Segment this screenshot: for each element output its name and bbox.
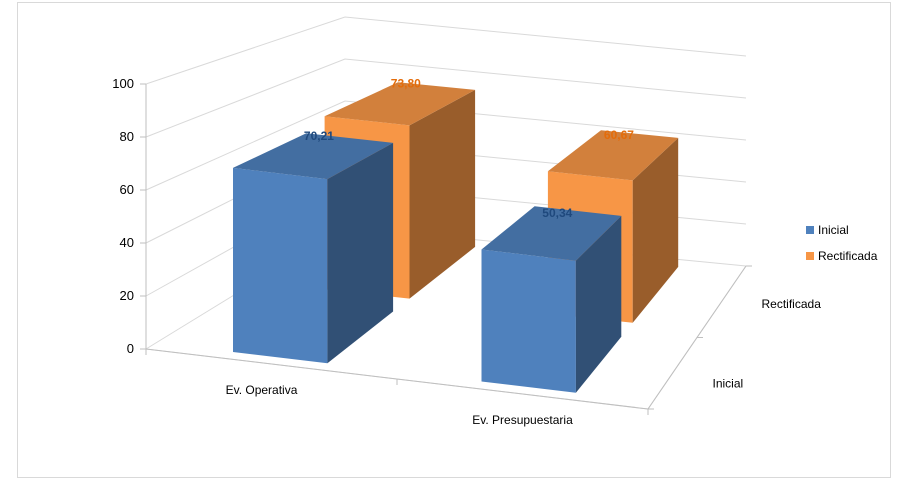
legend-swatch <box>806 252 814 260</box>
bar-side-face <box>327 142 394 364</box>
x-tick-label: Ev. Presupuestaria <box>472 413 573 427</box>
y-tick-label: 0 <box>127 341 134 356</box>
bar-inicial-2 <box>481 206 622 393</box>
depth-tick-label: Rectificada <box>762 297 822 311</box>
gridline <box>145 16 747 85</box>
legend-swatch <box>806 226 814 234</box>
data-label: 70,21 <box>304 129 334 143</box>
bar-front-face <box>481 249 576 393</box>
y-tick-label: 40 <box>120 235 134 250</box>
data-label: 73,80 <box>391 76 421 90</box>
data-label: 60,67 <box>604 128 634 142</box>
chart-plot-area: 0 20 40 60 80 100 Ev. Operativa Ev. Presupuesta… <box>112 16 878 427</box>
y-tick-label: 60 <box>120 182 134 197</box>
bars <box>233 82 679 393</box>
bar-side-face <box>632 137 679 323</box>
y-tick-label: 80 <box>120 129 134 144</box>
bar-top-face <box>547 130 679 181</box>
legend-label: Inicial <box>818 223 849 237</box>
bar-inicial-1 <box>233 133 394 364</box>
bar-side-face <box>575 215 622 393</box>
y-axis: 0 20 40 60 80 100 <box>112 76 147 356</box>
bar-top-face <box>233 133 394 180</box>
gridline <box>145 58 747 138</box>
bar-front-face <box>233 167 328 364</box>
depth-tick-label: Inicial <box>713 376 744 390</box>
depth-axis: Inicial Rectificada <box>647 265 822 410</box>
data-label: 50,34 <box>542 206 572 220</box>
bar-top-face <box>481 206 622 261</box>
legend: Inicial Rectificada <box>806 223 878 263</box>
bar-top-face <box>324 82 476 126</box>
legend-label: Rectificada <box>818 249 878 263</box>
x-tick-label: Ev. Operativa <box>226 383 298 397</box>
bar-side-face <box>409 89 476 299</box>
gridline <box>145 100 747 191</box>
data-labels: 73,80 60,67 70,21 50,34 <box>304 76 634 220</box>
y-tick-label: 100 <box>112 76 134 91</box>
y-tick-label: 20 <box>120 288 134 303</box>
x-axis: Ev. Operativa Ev. Presupuestaria <box>145 348 649 427</box>
